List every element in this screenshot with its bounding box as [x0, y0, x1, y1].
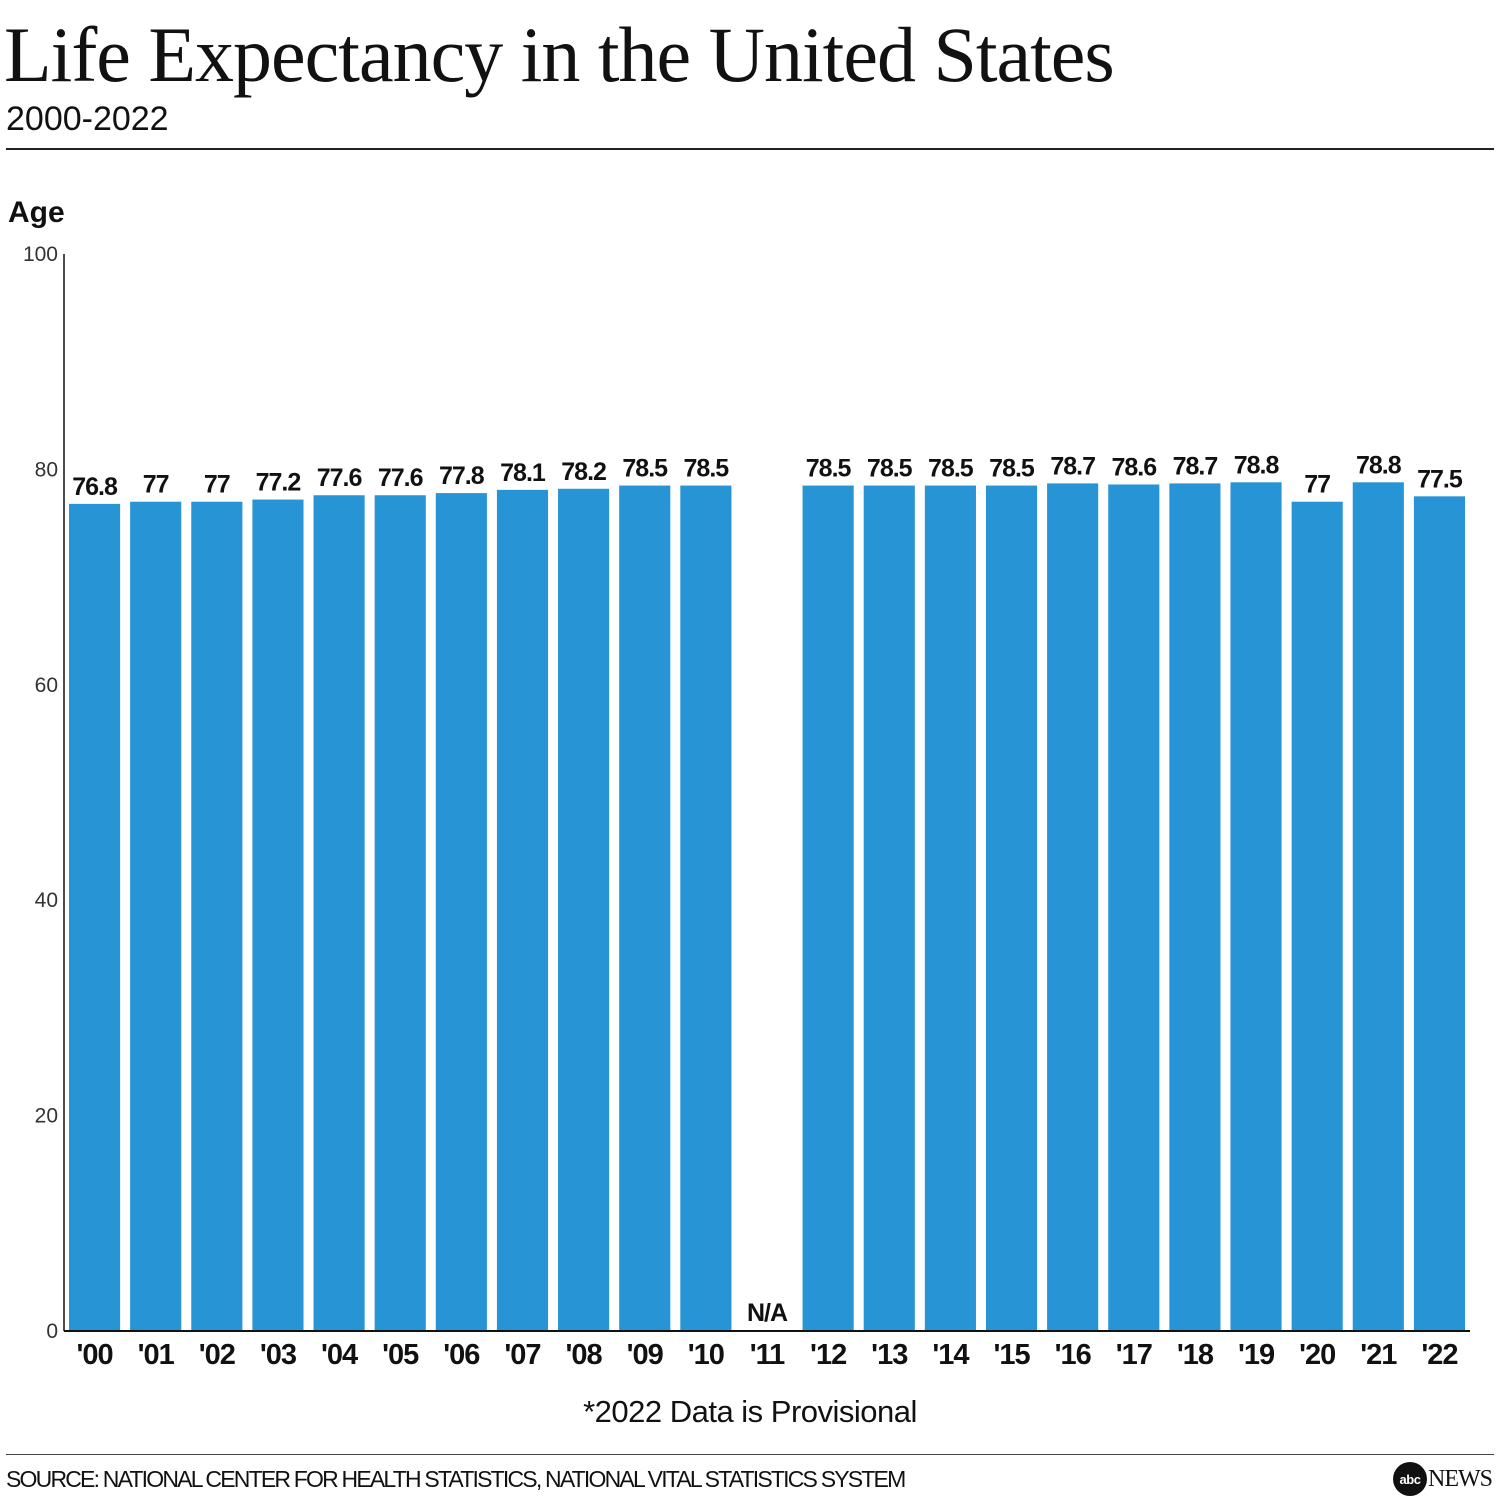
- bar: [252, 499, 304, 1330]
- y-axis-label: Age: [8, 196, 65, 229]
- x-tick-label: '20: [1299, 1339, 1335, 1371]
- x-tick-label: '18: [1177, 1339, 1214, 1371]
- x-tick-label: '15: [993, 1339, 1030, 1371]
- y-tick-label: 80: [35, 458, 58, 481]
- value-label: 78.7: [1173, 452, 1218, 480]
- bar: [1352, 482, 1404, 1331]
- bar: [558, 488, 610, 1330]
- value-label: 77: [143, 471, 169, 499]
- bar: [374, 495, 426, 1330]
- x-tick-label: '06: [443, 1339, 480, 1371]
- bar: [1291, 501, 1343, 1331]
- bar-chart: 0 20 40 60 80 100 76.8 77 77 77.2 77.6 77.6 77.8 78.…: [23, 243, 1470, 1371]
- bar: [130, 501, 182, 1331]
- value-label: 78.5: [867, 455, 913, 483]
- value-label: 77.2: [256, 469, 301, 497]
- x-tick-label: '22: [1421, 1339, 1457, 1371]
- value-label: 77.6: [317, 464, 362, 492]
- x-tick-label: '21: [1360, 1339, 1397, 1371]
- bar: [435, 493, 487, 1330]
- y-tick-label: 0: [46, 1320, 58, 1343]
- bar: [313, 495, 365, 1330]
- abc-logo-icon: abc: [1393, 1462, 1427, 1496]
- bars: [69, 482, 1465, 1331]
- value-label: 77.8: [439, 462, 485, 490]
- x-axis-ticks: '00 '01 '02 '03 '04 '05 '06 '07 '08 '09 '10 '11 '12 '…: [76, 1339, 1458, 1371]
- value-label: 77: [1304, 471, 1330, 499]
- bar: [191, 501, 243, 1331]
- x-tick-label: '03: [260, 1339, 297, 1371]
- chart-title: Life Expectancy in the United States: [4, 11, 1115, 98]
- bar: [496, 489, 549, 1330]
- na-label: N/A: [747, 1299, 788, 1327]
- bar: [1169, 483, 1221, 1330]
- value-label: 78.5: [622, 455, 668, 483]
- value-label: 78.5: [928, 455, 974, 483]
- x-tick-label: '05: [382, 1339, 419, 1371]
- value-labels: 76.8 77 77 77.2 77.6 77.6 77.8 78.1 78.2 78.5 78.5…: [72, 451, 1464, 1327]
- x-tick-label: '10: [688, 1339, 724, 1371]
- value-label: 78.5: [989, 455, 1035, 483]
- x-tick-label: '04: [321, 1339, 358, 1371]
- value-label: 78.7: [1050, 452, 1095, 480]
- value-label: 78.5: [684, 455, 730, 483]
- logo-news-text: NEWS: [1428, 1465, 1493, 1492]
- x-tick-label: '02: [199, 1339, 235, 1371]
- provisional-note: *2022 Data is Provisional: [583, 1394, 917, 1429]
- y-tick-label: 20: [35, 1105, 58, 1128]
- value-label: 78.2: [561, 458, 606, 486]
- x-tick-label: '00: [76, 1339, 112, 1371]
- bar: [619, 485, 671, 1330]
- x-tick-label: '08: [566, 1339, 603, 1371]
- bar: [1047, 483, 1099, 1330]
- x-tick-label: '16: [1055, 1339, 1092, 1371]
- y-tick-label: 100: [23, 243, 58, 266]
- footer-divider: [6, 1454, 1494, 1455]
- x-tick-label: '09: [627, 1339, 664, 1371]
- y-tick-label: 60: [35, 674, 58, 697]
- x-tick-label: '12: [810, 1339, 846, 1371]
- x-tick-label: '13: [871, 1339, 908, 1371]
- bar: [69, 503, 121, 1330]
- x-tick-label: '07: [504, 1339, 540, 1371]
- value-label: 77.6: [378, 464, 423, 492]
- value-label: 78.1: [500, 459, 546, 487]
- abc-news-logo: abc NEWS: [1393, 1462, 1493, 1496]
- value-label: 77.5: [1417, 465, 1463, 493]
- bar: [680, 485, 732, 1330]
- x-tick-label: '11: [750, 1339, 785, 1371]
- bar: [924, 485, 976, 1330]
- value-label: 77: [204, 471, 230, 499]
- x-tick-label: '14: [932, 1339, 969, 1371]
- value-label: 78.8: [1234, 451, 1280, 479]
- y-axis-ticks: 0 20 40 60 80 100: [23, 243, 58, 1343]
- value-label: 78.6: [1111, 453, 1156, 481]
- source-text: SOURCE: NATIONAL CENTER FOR HEALTH STATI…: [6, 1466, 906, 1492]
- bar: [985, 485, 1038, 1330]
- bar: [863, 485, 915, 1330]
- bar: [1230, 482, 1282, 1331]
- chart-subtitle: 2000-2022: [6, 100, 169, 138]
- bar: [1413, 496, 1465, 1330]
- value-label: 76.8: [72, 473, 118, 501]
- value-label: 78.5: [806, 455, 852, 483]
- x-tick-label: '19: [1238, 1339, 1275, 1371]
- bar: [1108, 484, 1160, 1330]
- x-tick-label: '01: [138, 1339, 175, 1371]
- y-tick-label: 40: [35, 889, 58, 912]
- value-label: 78.8: [1356, 451, 1402, 479]
- header-divider: [6, 148, 1494, 150]
- x-tick-label: '17: [1116, 1339, 1152, 1371]
- bar: [802, 485, 854, 1330]
